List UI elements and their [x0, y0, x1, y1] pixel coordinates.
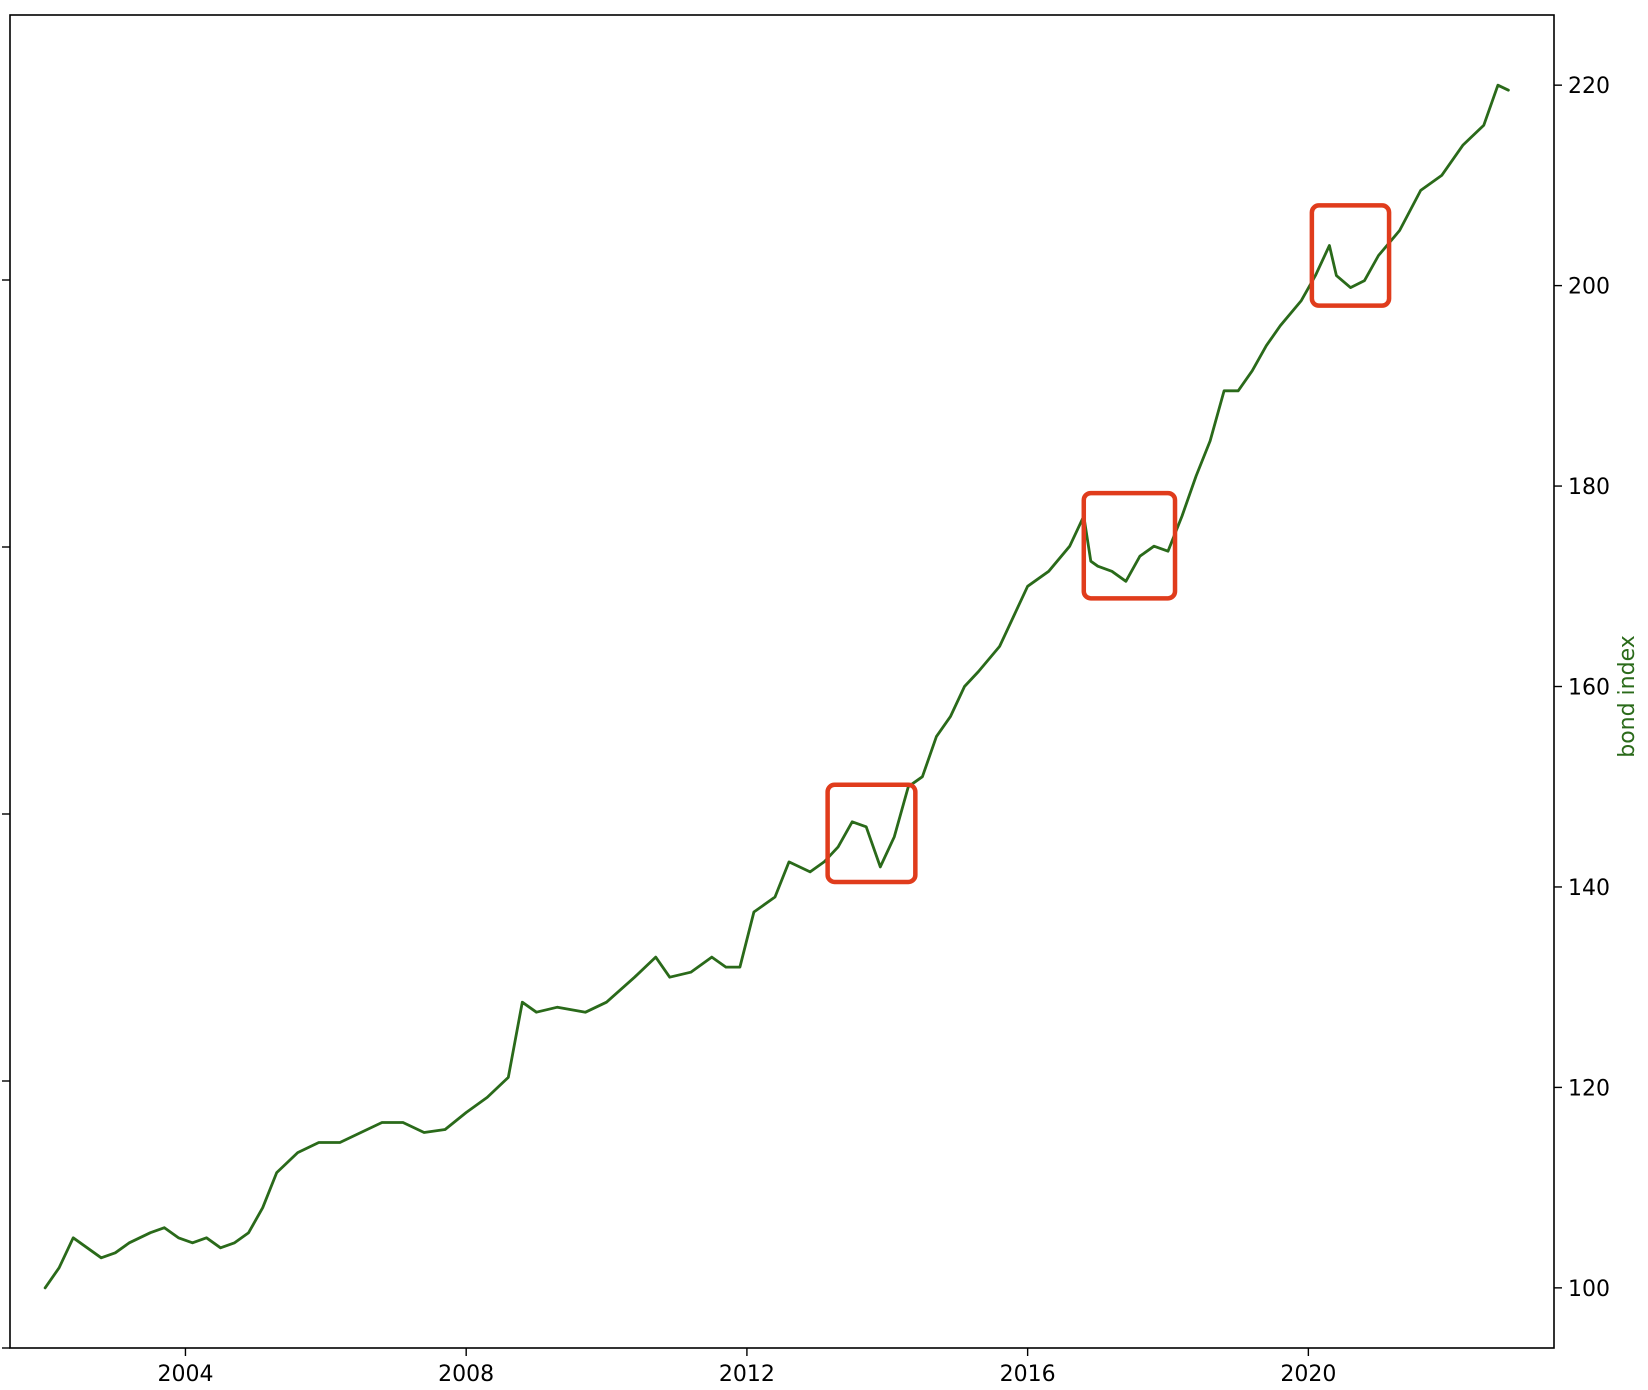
y-tick-label-180: 180	[1568, 475, 1610, 500]
highlight-box-3	[1309, 203, 1392, 308]
axes-frame	[9, 14, 1555, 1349]
x-axis: 2004 2008 2012 2016 2020	[157, 1348, 1336, 1387]
y-tick-label-140: 140	[1568, 876, 1610, 901]
y-axis-right: 100 120 140 160 180 200 220	[1554, 74, 1610, 1302]
y-axis-right-title: bond index	[1615, 635, 1640, 758]
y-tick-label-100: 100	[1568, 1277, 1610, 1302]
y-tick-label-120: 120	[1568, 1076, 1610, 1101]
highlight-boxes	[825, 203, 1392, 885]
x-tick-label-2020: 2020	[1280, 1362, 1336, 1387]
plot-area	[43, 83, 1510, 1290]
x-tick-label-2012: 2012	[719, 1362, 775, 1387]
series-line-1	[43, 83, 1510, 1290]
x-tick-label-2008: 2008	[438, 1362, 494, 1387]
x-tick-label-2016: 2016	[1000, 1362, 1056, 1387]
y-tick-label-200: 200	[1568, 275, 1610, 300]
highlight-box-1	[825, 782, 918, 885]
y-axis-left	[2, 279, 10, 1349]
x-tick-label-2004: 2004	[157, 1362, 213, 1387]
y-tick-label-160: 160	[1568, 676, 1610, 701]
y-tick-label-220: 220	[1568, 74, 1610, 99]
highlight-box-2	[1081, 490, 1178, 601]
